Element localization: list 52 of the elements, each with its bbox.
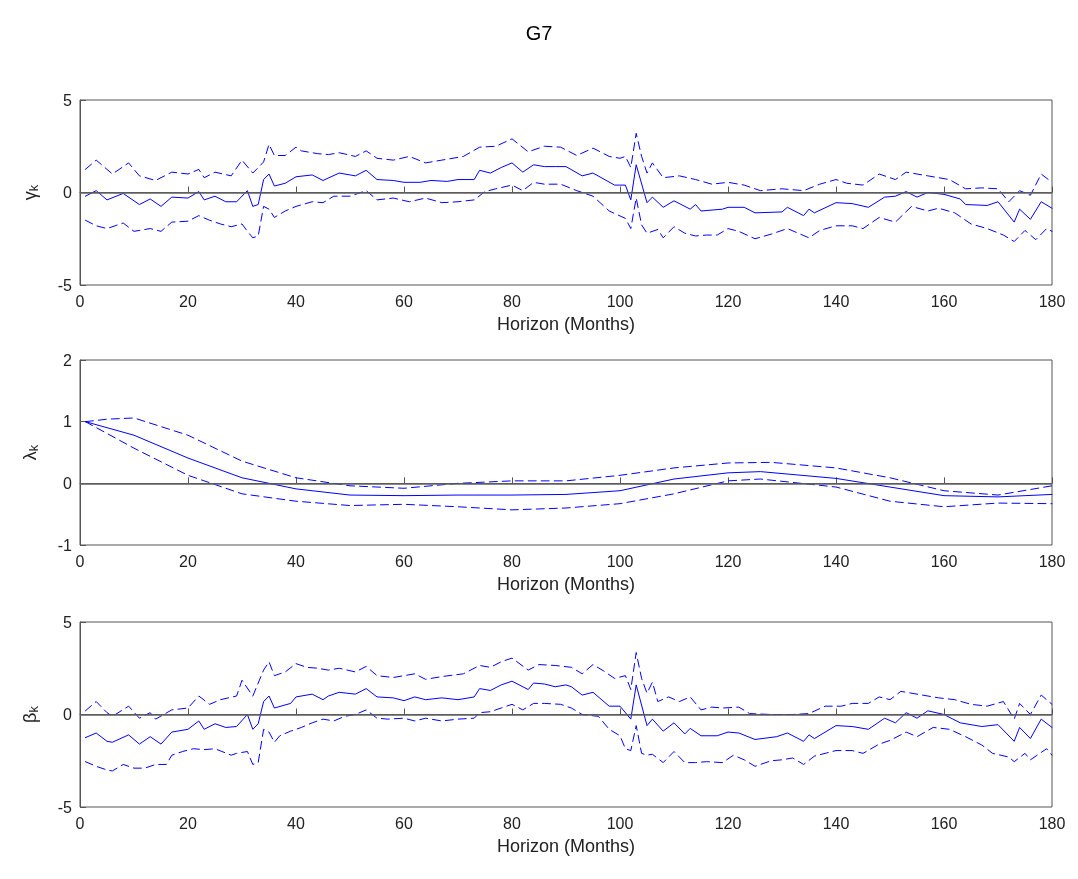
line-series xyxy=(84,680,1053,745)
line-series xyxy=(84,652,1053,720)
x-tick-label: 100 xyxy=(606,552,634,570)
x-tick-label: 120 xyxy=(714,292,742,310)
line-series xyxy=(84,162,1053,223)
x-tick-label: 80 xyxy=(503,552,521,570)
x-tick-label: 20 xyxy=(179,814,197,832)
x-tick-label: 40 xyxy=(287,814,305,832)
y-tick-label: 2 xyxy=(63,351,73,369)
chart-title: G7 xyxy=(525,22,553,44)
x-tick-label: 140 xyxy=(822,292,850,310)
y-tick-label: 5 xyxy=(63,613,73,631)
x-tick-label: 100 xyxy=(606,292,634,310)
x-tick-label: 0 xyxy=(75,292,85,310)
x-tick-label: 160 xyxy=(930,814,958,832)
x-tick-label: 100 xyxy=(606,814,634,832)
line-series xyxy=(84,702,1053,772)
line-series xyxy=(84,181,1053,243)
x-tick-label: 120 xyxy=(714,552,742,570)
x-tick-label: 140 xyxy=(822,552,850,570)
y-tick-label: -1 xyxy=(57,536,73,554)
x-tick-label: 0 xyxy=(75,552,85,570)
x-tick-label: 80 xyxy=(503,814,521,832)
y-tick-label: -5 xyxy=(57,798,73,816)
x-tick-label: 60 xyxy=(395,814,413,832)
x-tick-label: 60 xyxy=(395,552,413,570)
y-axis-title: γk xyxy=(19,184,41,201)
x-tick-label: 180 xyxy=(1038,814,1066,832)
x-tick-label: 20 xyxy=(179,552,197,570)
y-tick-label: -5 xyxy=(57,276,73,294)
x-axis-title: Horizon (Months) xyxy=(496,836,636,856)
y-tick-label: 0 xyxy=(63,184,73,201)
x-tick-label: 140 xyxy=(822,814,850,832)
x-axis-title: Horizon (Months) xyxy=(496,314,636,334)
x-tick-label: 80 xyxy=(503,292,521,310)
x-tick-label: 120 xyxy=(714,814,742,832)
x-tick-label: 40 xyxy=(287,292,305,310)
x-tick-label: 20 xyxy=(179,292,197,310)
x-axis-title: Horizon (Months) xyxy=(496,574,636,594)
y-tick-label: 0 xyxy=(63,474,73,492)
x-tick-label: 40 xyxy=(287,552,305,570)
y-tick-label: 0 xyxy=(63,706,73,723)
y-axis-title: λk xyxy=(19,444,41,461)
x-tick-label: 180 xyxy=(1038,292,1066,310)
x-tick-label: 180 xyxy=(1038,552,1066,570)
y-tick-label: 5 xyxy=(63,91,73,109)
x-tick-label: 160 xyxy=(930,292,958,310)
y-tick-label: 1 xyxy=(63,413,73,431)
x-tick-label: 0 xyxy=(75,814,85,832)
x-tick-label: 160 xyxy=(930,552,958,570)
y-axis-title: βk xyxy=(19,705,41,723)
x-tick-label: 60 xyxy=(395,292,413,310)
